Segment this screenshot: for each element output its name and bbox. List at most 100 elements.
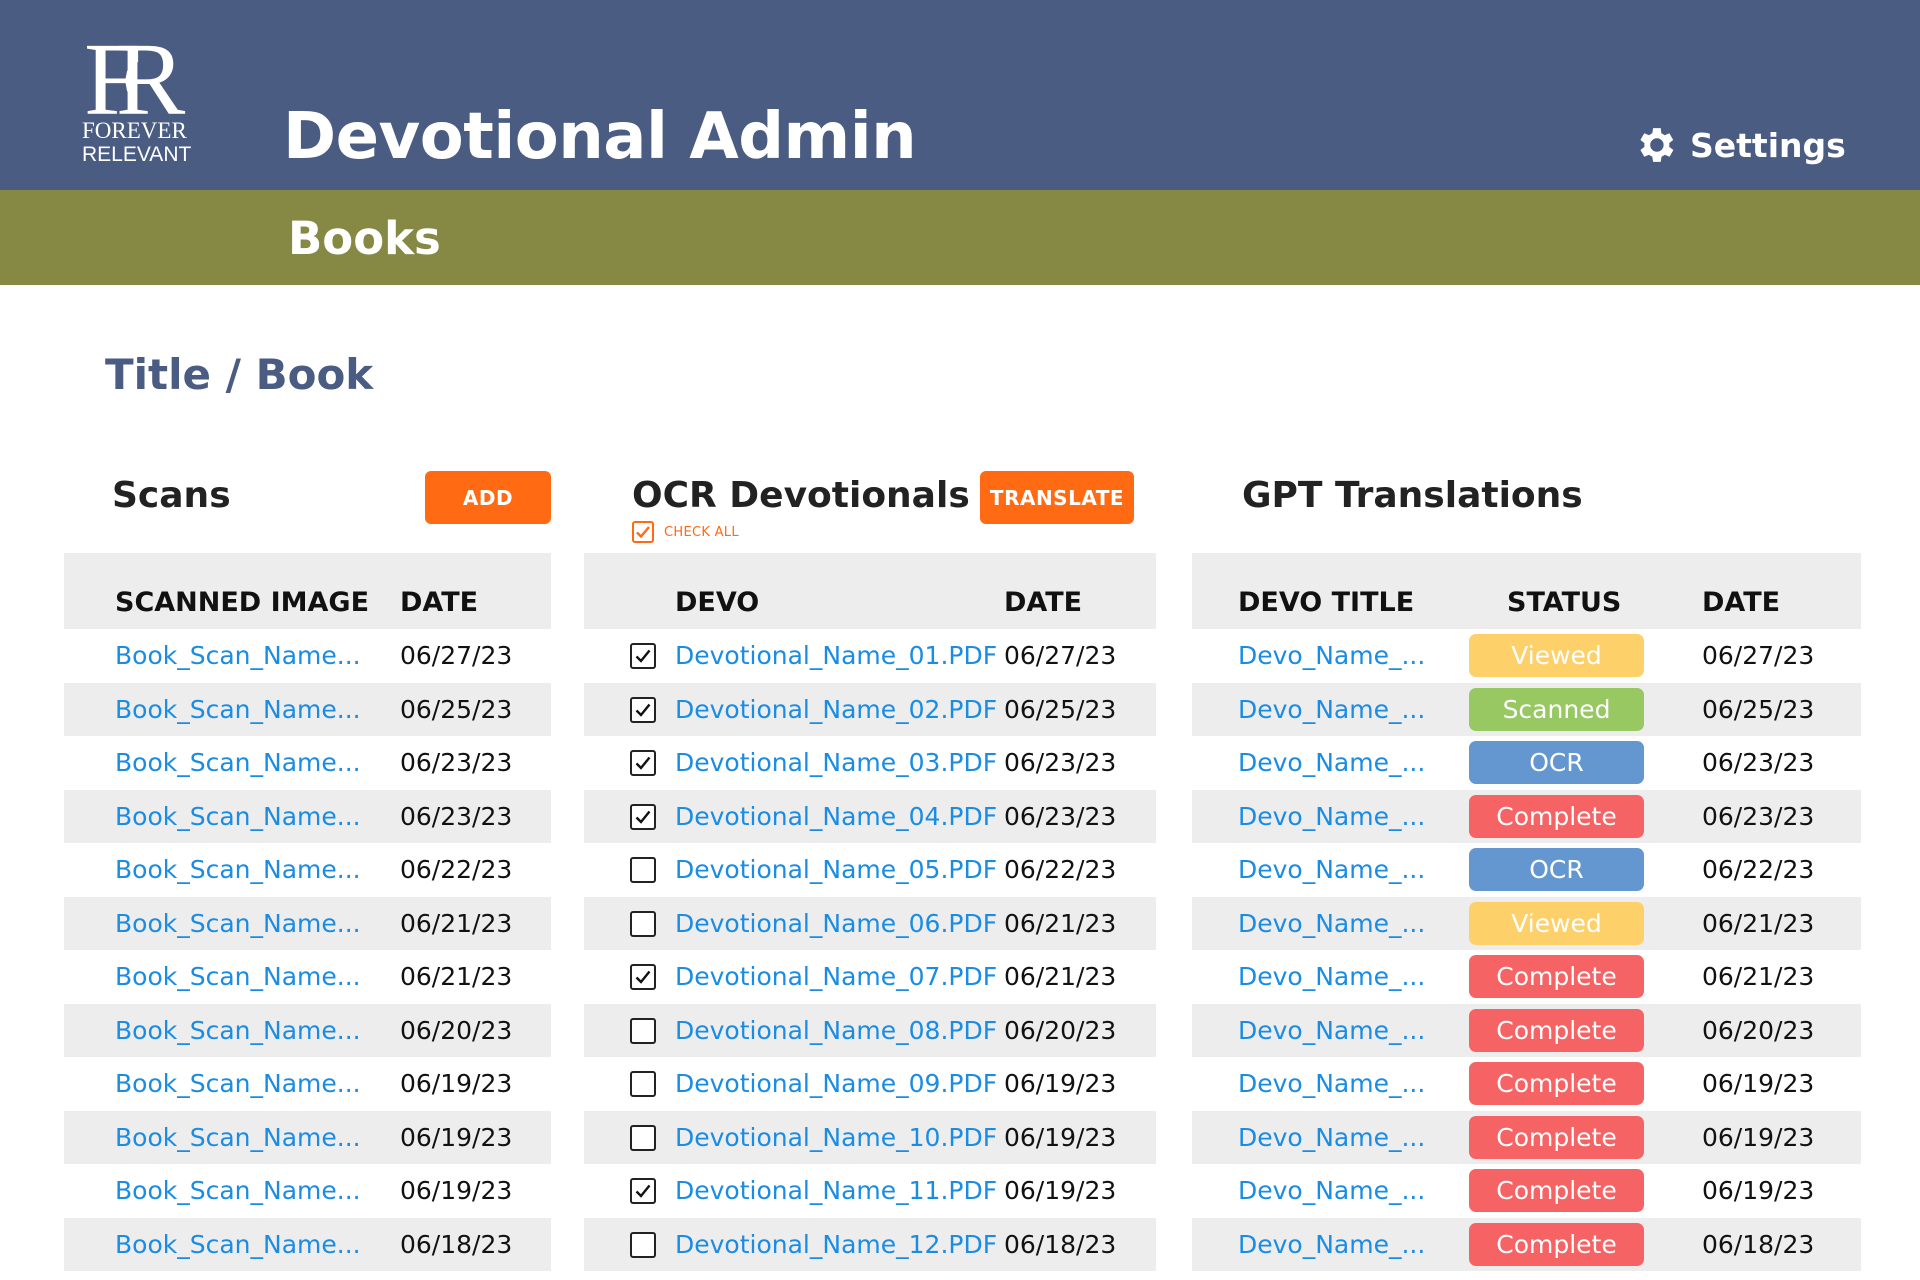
checkmark-icon [635,1184,651,1198]
table-row: Devo_Name_... Viewed 06/21/23 [1192,896,1861,950]
table-row: Book_Scan_Name... 06/27/23 [64,629,551,683]
devo-title-link[interactable]: Devo_Name_... [1238,641,1426,670]
table-row: Devotional_Name_08.PDF 06/20/23 [584,1003,1156,1057]
scan-file-link[interactable]: Book_Scan_Name... [115,1122,361,1152]
devo-file-link[interactable]: Devotional_Name_10.PDF [675,1122,998,1152]
devo-title-link[interactable]: Devo_Name_... [1238,748,1426,777]
column-header-date: DATE [400,587,479,618]
devo-file-link[interactable]: Devotional_Name_07.PDF [675,962,998,991]
table-row: Devo_Name_... OCR 06/22/23 [1192,843,1861,897]
row-checkbox-checked[interactable] [630,803,656,830]
logo-line1: FOREVER [82,118,187,143]
row-checkbox-checked[interactable] [630,750,656,776]
row-checkbox[interactable] [630,1071,656,1097]
scan-file-link[interactable]: Book_Scan_Name... [115,962,361,991]
status-badge: Complete [1469,1008,1644,1052]
checkmark-icon [635,756,651,770]
row-checkbox[interactable] [630,857,656,883]
row-checkbox[interactable] [630,910,656,937]
logo-line2: RELEVANT [82,143,191,166]
row-checkbox[interactable] [630,1017,656,1044]
devo-file-link[interactable]: Devotional_Name_01.PDF [675,641,998,670]
row-checkbox-checked[interactable] [630,643,656,669]
table-row: Book_Scan_Name... 06/18/23 [64,1217,551,1271]
devo-title-link[interactable]: Devo_Name_... [1238,908,1426,938]
scan-file-link[interactable]: Book_Scan_Name... [115,1229,361,1259]
devo-file-link[interactable]: Devotional_Name_03.PDF [675,748,998,777]
status-badge: OCR [1469,848,1644,891]
row-date: 06/23/23 [1004,748,1117,777]
check-all-box[interactable] [632,521,654,543]
devo-title-link[interactable]: Devo_Name_... [1238,1122,1426,1152]
app-header: FR FOREVER RELEVANT Devotional Admin Set… [0,0,1920,190]
devo-title-link[interactable]: Devo_Name_... [1238,801,1426,831]
row-date: 06/27/23 [1702,641,1815,670]
devo-title-link[interactable]: Devo_Name_... [1238,855,1426,884]
add-button[interactable]: ADD [425,471,551,524]
table-row: Book_Scan_Name... 06/21/23 [64,896,551,950]
devo-file-link[interactable]: Devotional_Name_11.PDF [675,1176,998,1205]
status-badge: Complete [1469,1169,1644,1212]
table-row: Book_Scan_Name... 06/25/23 [64,682,551,736]
scan-file-link[interactable]: Book_Scan_Name... [115,1069,361,1098]
row-date: 06/23/23 [400,801,513,831]
row-date: 06/20/23 [400,1015,513,1045]
devo-title-link[interactable]: Devo_Name_... [1238,694,1426,724]
status-badge: Viewed [1469,634,1644,677]
devo-file-link[interactable]: Devotional_Name_12.PDF [675,1229,998,1259]
devo-title-link[interactable]: Devo_Name_... [1238,1069,1426,1098]
table-row: Book_Scan_Name... 06/21/23 [64,950,551,1004]
row-date: 06/21/23 [1004,908,1117,938]
check-all-checkbox[interactable]: CHECK ALL [632,521,739,543]
scan-file-link[interactable]: Book_Scan_Name... [115,694,361,724]
column-header-status: STATUS [1507,587,1622,618]
table-row: Devo_Name_... Viewed 06/27/23 [1192,629,1861,683]
scan-file-link[interactable]: Book_Scan_Name... [115,641,361,670]
devo-file-link[interactable]: Devotional_Name_08.PDF [675,1015,998,1045]
gpt-table-header: DEVO TITLE STATUS DATE [1192,553,1861,629]
row-checkbox-checked[interactable] [630,1178,656,1204]
row-checkbox-checked[interactable] [630,696,656,723]
table-row: Devotional_Name_10.PDF 06/19/23 [584,1110,1156,1164]
table-row: Devo_Name_... Complete 06/20/23 [1192,1003,1861,1057]
ocr-table: DEVO DATE Devotional_Name_01.PDF 06/27/23… [584,553,1156,1271]
devo-file-link[interactable]: Devotional_Name_05.PDF [675,855,998,884]
scan-file-link[interactable]: Book_Scan_Name... [115,855,361,884]
column-header-date: DATE [1702,587,1781,618]
status-badge: Complete [1469,1062,1644,1105]
row-date: 06/21/23 [1702,962,1815,991]
devo-file-link[interactable]: Devotional_Name_04.PDF [675,801,998,831]
devo-title-link[interactable]: Devo_Name_... [1238,1229,1426,1259]
scan-file-link[interactable]: Book_Scan_Name... [115,801,361,831]
table-row: Devo_Name_... Complete 06/19/23 [1192,1057,1861,1111]
settings-button[interactable]: Settings [1632,122,1846,168]
scan-file-link[interactable]: Book_Scan_Name... [115,1176,361,1205]
column-header-devo: DEVO [675,587,760,618]
row-checkbox[interactable] [630,1231,656,1258]
status-badge: Complete [1469,1115,1644,1159]
row-checkbox[interactable] [630,1124,656,1151]
checkmark-icon [635,970,651,984]
row-checkbox-checked[interactable] [630,964,656,990]
scan-file-link[interactable]: Book_Scan_Name... [115,1015,361,1045]
devo-title-link[interactable]: Devo_Name_... [1238,962,1426,991]
devo-title-link[interactable]: Devo_Name_... [1238,1015,1426,1045]
row-date: 06/23/23 [1702,748,1815,777]
devo-file-link[interactable]: Devotional_Name_06.PDF [675,908,998,938]
checkmark-icon [635,810,651,824]
translate-button[interactable]: TRANSLATE [980,471,1134,524]
table-row: Devo_Name_... Scanned 06/25/23 [1192,682,1861,736]
row-date: 06/19/23 [400,1176,513,1205]
devo-title-link[interactable]: Devo_Name_... [1238,1176,1426,1205]
devo-file-link[interactable]: Devotional_Name_02.PDF [675,694,998,724]
forever-relevant-logo[interactable]: FR FOREVER RELEVANT [78,22,218,170]
scan-file-link[interactable]: Book_Scan_Name... [115,748,361,777]
page-title: Title / Book [105,350,374,399]
row-date: 06/19/23 [400,1122,513,1152]
devo-file-link[interactable]: Devotional_Name_09.PDF [675,1069,998,1098]
table-row: Devotional_Name_01.PDF 06/27/23 [584,629,1156,683]
scan-file-link[interactable]: Book_Scan_Name... [115,908,361,938]
table-row: Devotional_Name_09.PDF 06/19/23 [584,1057,1156,1111]
table-row: Devotional_Name_02.PDF 06/25/23 [584,682,1156,736]
row-date: 06/18/23 [1004,1229,1117,1259]
